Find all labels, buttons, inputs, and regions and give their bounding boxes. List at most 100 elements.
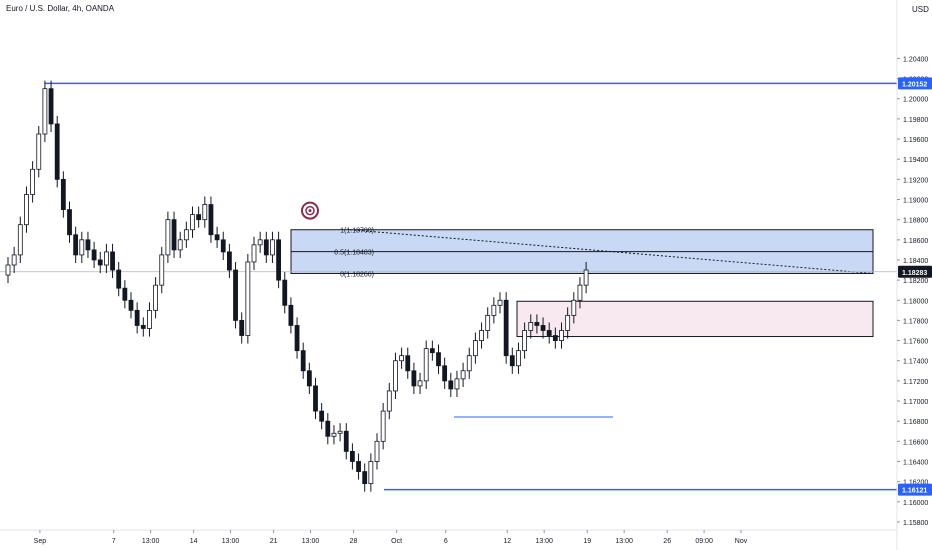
candle-body [17, 224, 23, 256]
candle-body [214, 234, 220, 241]
candle-body [516, 350, 521, 367]
zones-layer [290, 229, 874, 338]
x-tick-label: 19 [583, 538, 591, 545]
x-tick-label: 09:00 [695, 538, 713, 545]
x-tick-label: 13:00 [142, 538, 160, 545]
candle-body [325, 420, 331, 437]
x-tick-label: 14 [190, 538, 198, 545]
candle-body [565, 314, 571, 331]
candle-body [466, 355, 472, 372]
candle-body [153, 284, 159, 311]
x-tick-label: 13:00 [302, 538, 320, 545]
candle-body [202, 204, 208, 221]
candle-body [79, 239, 85, 256]
candle-body [85, 239, 91, 251]
fib-label: 0(1.18266) [340, 271, 374, 278]
candle-body [454, 378, 460, 390]
candle-body [583, 269, 589, 286]
candle-body [165, 219, 171, 256]
candle-body [552, 335, 558, 341]
candle-body [571, 299, 577, 316]
y-tick-label: 1.18400 [903, 258, 928, 265]
candle-body [97, 259, 103, 266]
x-tick-label: Sep [34, 538, 47, 545]
target-icon [301, 201, 319, 220]
candle-body [288, 304, 294, 326]
candle-body [423, 348, 429, 382]
candle-body [54, 123, 60, 180]
price-label-bg [898, 483, 932, 496]
y-tick-label: 1.15800 [903, 520, 928, 527]
candle-body [374, 440, 380, 462]
price-label: 1.20152 [902, 81, 927, 88]
x-tick-label: 28 [350, 538, 358, 545]
x-tick-label: 26 [663, 538, 671, 545]
candle-body [233, 269, 238, 321]
candle-body [436, 352, 441, 367]
candle-body [226, 251, 232, 271]
candle-body [208, 204, 214, 236]
y-tick-label: 1.18200 [903, 278, 928, 285]
candle-body [491, 304, 497, 316]
target-icon-inner [305, 205, 315, 216]
y-tick-label: 1.19800 [903, 117, 928, 124]
y-tick-label: 1.17000 [903, 399, 928, 406]
candle-body [147, 309, 152, 329]
candle-body [104, 251, 109, 266]
x-tick-label: 12 [503, 538, 511, 545]
candle-body [30, 168, 36, 195]
candle-body [276, 239, 282, 281]
x-tick-label: Oct [391, 538, 402, 545]
labels-layer: 1(1.18700) 0.5(1.18483) 0(1.18266) 1.20152 1… [334, 77, 932, 496]
candle-body [337, 430, 343, 434]
price-label: 1.18283 [902, 270, 927, 277]
pink-zone [516, 300, 874, 338]
y-tick-label: 1.19200 [903, 177, 928, 184]
candle-body [183, 229, 189, 241]
candle-body [110, 251, 115, 271]
candle-body [509, 355, 515, 367]
candle-body [73, 234, 79, 256]
candle-body [128, 299, 134, 311]
candle-body [171, 219, 177, 251]
candle-body [319, 410, 325, 422]
candle-body [251, 244, 257, 263]
candle-body [196, 214, 202, 221]
x-tick-label: 21 [270, 538, 278, 545]
candle-body [306, 370, 312, 387]
symbol-title: Euro / U.S. Dollar, 4h, OANDA [6, 4, 115, 13]
candle-body [313, 385, 318, 412]
candle-body [343, 430, 349, 452]
candle-body [393, 360, 398, 392]
x-tick-label: Nov [735, 538, 748, 545]
candle-body [60, 178, 66, 210]
candle-body [528, 322, 534, 331]
candle-body [5, 264, 11, 276]
candle-body [503, 299, 509, 357]
x-tick-label: 13:00 [615, 538, 633, 545]
x-tick-label: 7 [112, 538, 116, 545]
candle-body [442, 365, 448, 382]
candle-body [417, 380, 423, 387]
trend-line [349, 229, 874, 274]
candle-body [36, 133, 42, 170]
y-tick-label: 1.16600 [903, 439, 928, 446]
candle-body [282, 279, 288, 306]
candle-body [263, 239, 269, 256]
candle-body [239, 320, 245, 336]
candle-body [122, 287, 128, 301]
y-tick-label: 1.16200 [903, 480, 928, 487]
candle-body [559, 330, 564, 341]
x-tick-label: 13:00 [535, 538, 553, 545]
candle-body [429, 348, 435, 354]
candle-body [42, 88, 48, 135]
price-label-bg [898, 77, 932, 90]
y-tick-label: 1.18000 [903, 298, 928, 305]
candle-body [220, 239, 226, 253]
candle-body [134, 309, 140, 326]
y-tick-label: 1.16000 [903, 500, 928, 507]
candle-body [91, 249, 97, 261]
candle-body [405, 355, 411, 372]
